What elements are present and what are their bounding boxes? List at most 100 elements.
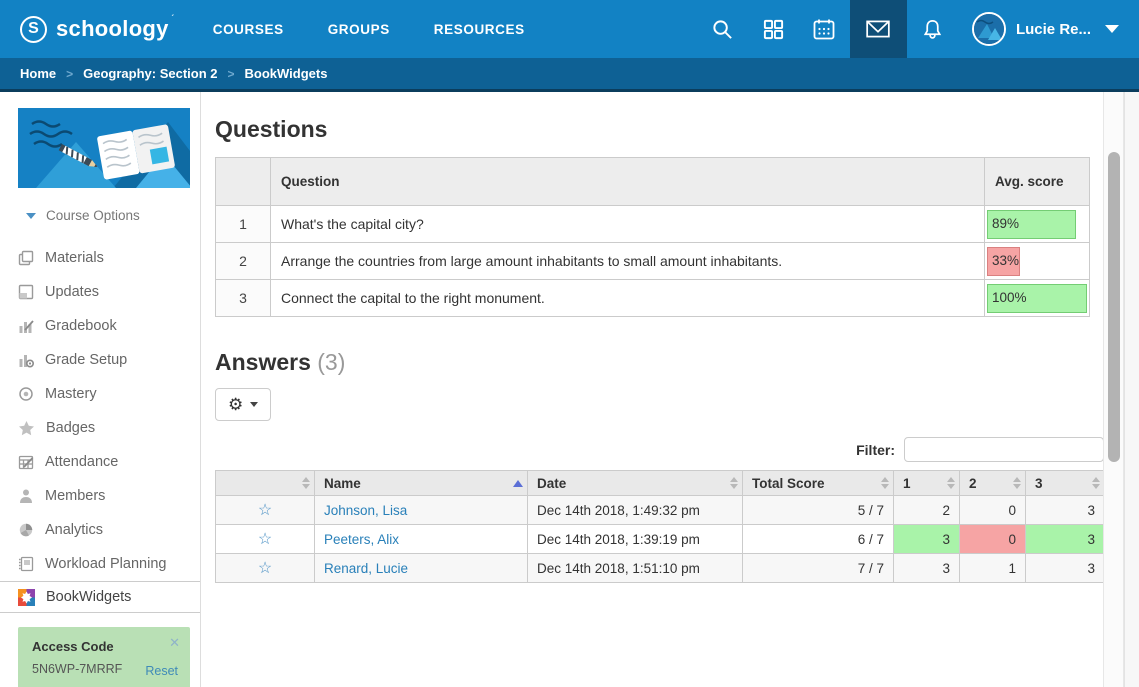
sort-icon bbox=[1092, 477, 1100, 489]
breadcrumb-separator: > bbox=[66, 67, 73, 81]
question-row: 2 Arrange the countries from large amoun… bbox=[216, 243, 1090, 280]
close-icon[interactable]: ✕ bbox=[169, 635, 180, 651]
question-text: What's the capital city? bbox=[271, 206, 985, 243]
members-person-icon bbox=[18, 488, 34, 504]
questions-header-blank bbox=[216, 158, 271, 206]
notifications-bell-icon[interactable] bbox=[907, 0, 958, 58]
sort-ascending-icon bbox=[513, 480, 523, 487]
gear-icon: ⚙ bbox=[228, 396, 243, 413]
student-name-cell: Peeters, Alix bbox=[315, 525, 528, 554]
breadcrumb-separator: > bbox=[228, 67, 235, 81]
sidebar-item-bookwidgets[interactable]: BookWidgets bbox=[0, 581, 200, 613]
avg-score-cell: 33% bbox=[985, 243, 1090, 280]
q3-score-cell: 3 bbox=[1026, 496, 1105, 525]
star-icon[interactable]: ☆ bbox=[258, 560, 272, 577]
star-cell: ☆ bbox=[216, 554, 315, 583]
access-code-reset-link[interactable]: Reset bbox=[145, 664, 178, 678]
date-cell: Dec 14th 2018, 1:39:19 pm bbox=[528, 525, 743, 554]
star-icon[interactable]: ☆ bbox=[258, 502, 272, 519]
q2-score-cell: 1 bbox=[960, 554, 1026, 583]
questions-header-avg-score: Avg. score bbox=[985, 158, 1090, 206]
workload-planning-icon bbox=[18, 556, 34, 572]
content-scrollbar-track[interactable] bbox=[1103, 92, 1124, 687]
mastery-icon bbox=[18, 386, 34, 402]
messages-icon[interactable] bbox=[850, 0, 907, 58]
sidebar-item-workload-planning[interactable]: Workload Planning bbox=[0, 547, 200, 581]
student-name-cell: Renard, Lucie bbox=[315, 554, 528, 583]
total-score-cell: 7 / 7 bbox=[743, 554, 894, 583]
navbar-right: Lucie Re... bbox=[697, 0, 1139, 58]
star-cell: ☆ bbox=[216, 525, 315, 554]
answers-header-total-score[interactable]: Total Score bbox=[743, 471, 894, 496]
attendance-icon bbox=[18, 454, 34, 470]
course-thumbnail-image[interactable] bbox=[18, 108, 190, 188]
schoology-s-icon: S bbox=[20, 16, 47, 43]
breadcrumb-home[interactable]: Home bbox=[20, 66, 56, 81]
avatar bbox=[972, 12, 1006, 46]
answers-header-star[interactable] bbox=[216, 471, 315, 496]
questions-heading: Questions bbox=[215, 116, 1139, 143]
sidebar-item-grade-setup[interactable]: Grade Setup bbox=[0, 343, 200, 377]
updates-icon bbox=[18, 284, 34, 300]
answers-header-q2[interactable]: 2 bbox=[960, 471, 1026, 496]
main-nav: COURSES GROUPS RESOURCES bbox=[213, 0, 525, 58]
student-name-link[interactable]: Peeters, Alix bbox=[324, 532, 399, 547]
grade-setup-icon bbox=[18, 352, 34, 368]
content-scrollbar-thumb[interactable] bbox=[1108, 152, 1120, 462]
answers-header-date[interactable]: Date bbox=[528, 471, 743, 496]
sidebar-item-members[interactable]: Members bbox=[0, 479, 200, 513]
answers-header-name[interactable]: Name bbox=[315, 471, 528, 496]
sort-icon bbox=[1013, 477, 1021, 489]
question-number: 1 bbox=[216, 206, 271, 243]
sidebar-item-analytics[interactable]: Analytics bbox=[0, 513, 200, 547]
sidebar-item-materials[interactable]: Materials bbox=[0, 241, 200, 275]
course-options-dropdown[interactable]: Course Options bbox=[0, 202, 200, 229]
gradebook-icon bbox=[18, 318, 34, 334]
analytics-pie-icon bbox=[18, 522, 34, 538]
window-scrollbar-track[interactable] bbox=[1124, 92, 1139, 687]
answers-header-q3[interactable]: 3 bbox=[1026, 471, 1105, 496]
breadcrumb: Home > Geography: Section 2 > BookWidget… bbox=[0, 58, 1139, 92]
materials-icon bbox=[18, 250, 34, 266]
filter-label: Filter: bbox=[856, 442, 895, 458]
apps-grid-icon[interactable] bbox=[748, 0, 799, 58]
top-navbar: S schoology COURSES GROUPS RESOURCES bbox=[0, 0, 1139, 58]
breadcrumb-bookwidgets[interactable]: BookWidgets bbox=[245, 66, 328, 81]
answers-options-button[interactable]: ⚙ bbox=[215, 388, 271, 421]
total-score-cell: 5 / 7 bbox=[743, 496, 894, 525]
sidebar-item-badges[interactable]: Badges bbox=[0, 411, 200, 445]
sidebar-item-attendance[interactable]: Attendance bbox=[0, 445, 200, 479]
main-content: Questions Question Avg. score 1 What's t… bbox=[201, 92, 1139, 687]
sidebar-item-mastery[interactable]: Mastery bbox=[0, 377, 200, 411]
calendar-icon[interactable] bbox=[799, 0, 850, 58]
student-name-link[interactable]: Renard, Lucie bbox=[324, 561, 408, 576]
q1-score-cell: 3 bbox=[894, 525, 960, 554]
avg-score-cell: 100% bbox=[985, 280, 1090, 317]
nav-resources[interactable]: RESOURCES bbox=[434, 22, 525, 37]
avg-score-cell: 89% bbox=[985, 206, 1090, 243]
question-number: 3 bbox=[216, 280, 271, 317]
filter-input[interactable] bbox=[904, 437, 1104, 462]
nav-groups[interactable]: GROUPS bbox=[328, 22, 390, 37]
avg-score-bar: 89% bbox=[987, 210, 1076, 239]
search-icon[interactable] bbox=[697, 0, 748, 58]
star-cell: ☆ bbox=[216, 496, 315, 525]
total-score-cell: 6 / 7 bbox=[743, 525, 894, 554]
access-code-box: Access Code 5N6WP-7MRRF ✕ Reset bbox=[18, 627, 190, 687]
breadcrumb-course[interactable]: Geography: Section 2 bbox=[83, 66, 217, 81]
sort-icon bbox=[947, 477, 955, 489]
student-name-link[interactable]: Johnson, Lisa bbox=[324, 503, 407, 518]
answers-header-q1[interactable]: 1 bbox=[894, 471, 960, 496]
user-menu[interactable]: Lucie Re... bbox=[958, 0, 1139, 58]
q2-score-cell: 0 bbox=[960, 525, 1026, 554]
star-icon[interactable]: ☆ bbox=[258, 531, 272, 548]
user-name: Lucie Re... bbox=[1016, 21, 1091, 38]
schoology-logo[interactable]: S schoology bbox=[0, 0, 195, 58]
sidebar-item-gradebook[interactable]: Gradebook bbox=[0, 309, 200, 343]
answers-count: (3) bbox=[317, 349, 345, 375]
nav-courses[interactable]: COURSES bbox=[213, 22, 284, 37]
student-name-cell: Johnson, Lisa bbox=[315, 496, 528, 525]
questions-header-question: Question bbox=[271, 158, 985, 206]
sidebar-item-updates[interactable]: Updates bbox=[0, 275, 200, 309]
question-row: 3 Connect the capital to the right monum… bbox=[216, 280, 1090, 317]
